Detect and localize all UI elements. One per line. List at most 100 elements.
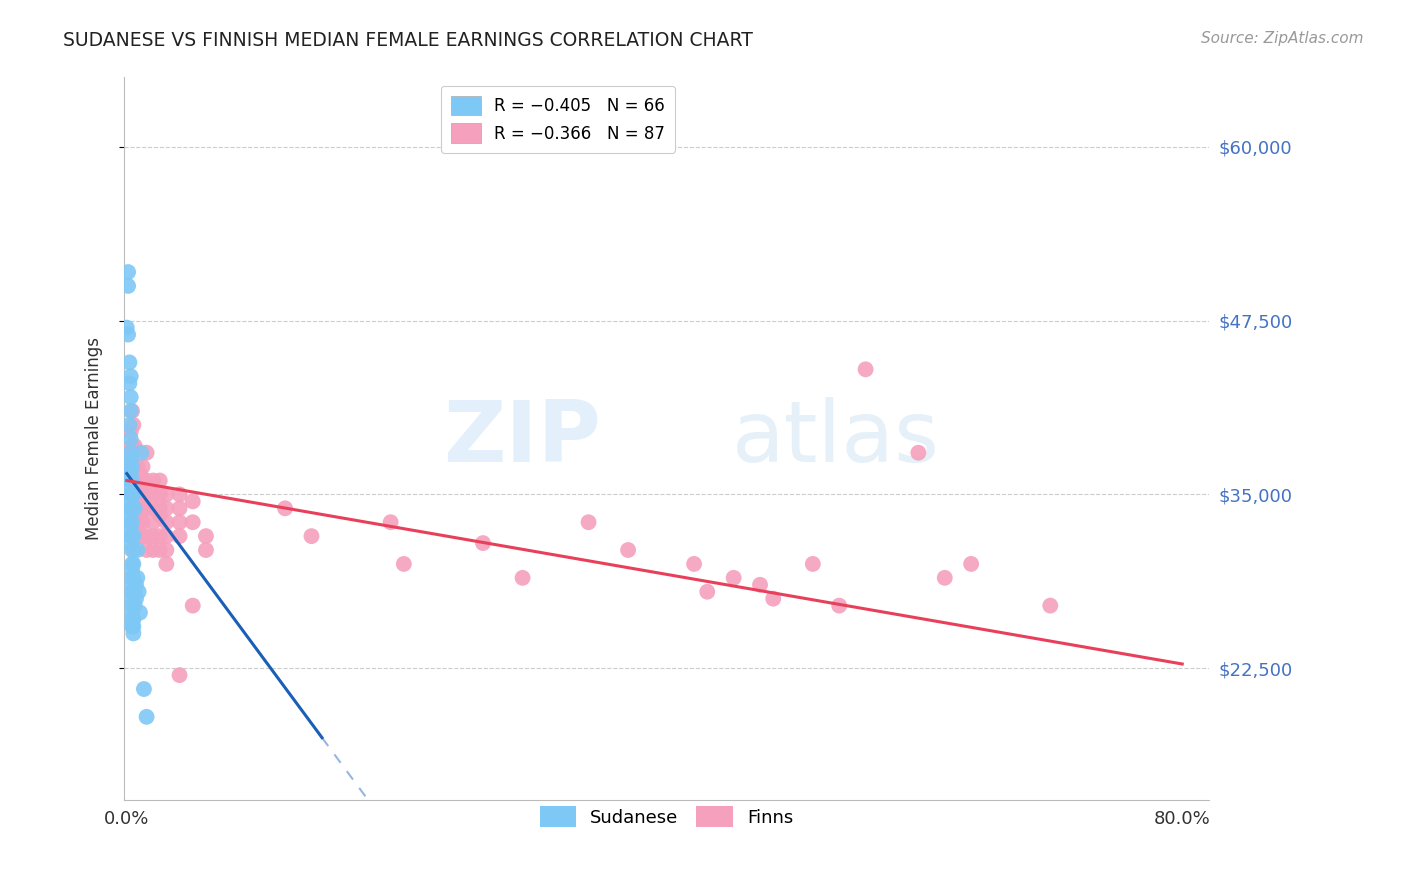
Point [120, 404, 142, 418]
Point [120, 494, 142, 508]
Point [127, 515, 149, 529]
Point [149, 501, 172, 516]
Point [578, 515, 600, 529]
Point [120, 452, 142, 467]
Point [142, 515, 165, 529]
Point [129, 494, 152, 508]
Point [121, 487, 143, 501]
Point [122, 619, 145, 633]
Point [117, 279, 139, 293]
Point [129, 467, 152, 481]
Point [120, 446, 142, 460]
Point [960, 557, 983, 571]
Point [762, 591, 785, 606]
Point [128, 474, 150, 488]
Point [135, 474, 157, 488]
Point [155, 487, 177, 501]
Point [122, 599, 145, 613]
Point [142, 543, 165, 558]
Point [121, 584, 143, 599]
Point [121, 529, 143, 543]
Point [129, 606, 152, 620]
Point [274, 501, 297, 516]
Point [121, 501, 143, 516]
Point [121, 599, 143, 613]
Point [129, 515, 152, 529]
Point [122, 474, 145, 488]
Point [128, 529, 150, 543]
Point [124, 501, 146, 516]
Point [194, 529, 217, 543]
Point [125, 501, 148, 516]
Point [155, 543, 177, 558]
Point [131, 515, 153, 529]
Point [194, 543, 217, 558]
Point [122, 529, 145, 543]
Point [120, 501, 142, 516]
Point [380, 515, 402, 529]
Point [124, 501, 146, 516]
Point [120, 390, 142, 404]
Point [124, 599, 146, 613]
Point [155, 501, 177, 516]
Point [855, 362, 877, 376]
Point [149, 474, 172, 488]
Text: Source: ZipAtlas.com: Source: ZipAtlas.com [1201, 31, 1364, 46]
Point [131, 487, 153, 501]
Point [121, 613, 143, 627]
Point [125, 459, 148, 474]
Point [121, 501, 143, 516]
Point [120, 459, 142, 474]
Point [118, 459, 141, 474]
Point [135, 501, 157, 516]
Point [907, 446, 929, 460]
Point [120, 508, 142, 523]
Point [121, 606, 143, 620]
Point [121, 487, 143, 501]
Point [124, 487, 146, 501]
Point [131, 501, 153, 516]
Point [828, 599, 851, 613]
Point [122, 446, 145, 460]
Point [121, 459, 143, 474]
Point [125, 529, 148, 543]
Y-axis label: Median Female Earnings: Median Female Earnings [86, 337, 103, 541]
Point [120, 432, 142, 446]
Point [121, 515, 143, 529]
Point [696, 584, 718, 599]
Point [124, 584, 146, 599]
Point [142, 529, 165, 543]
Point [617, 543, 640, 558]
Point [115, 320, 138, 334]
Point [120, 522, 142, 536]
Point [120, 467, 142, 481]
Point [120, 529, 142, 543]
Point [1039, 599, 1062, 613]
Point [121, 578, 143, 592]
Point [121, 515, 143, 529]
Point [120, 474, 142, 488]
Point [125, 474, 148, 488]
Point [132, 681, 155, 696]
Point [122, 613, 145, 627]
Text: ZIP: ZIP [443, 397, 602, 480]
Point [142, 487, 165, 501]
Point [122, 571, 145, 585]
Point [120, 536, 142, 550]
Point [181, 494, 204, 508]
Point [131, 459, 153, 474]
Point [934, 571, 956, 585]
Point [120, 515, 142, 529]
Point [392, 557, 415, 571]
Point [120, 369, 142, 384]
Point [120, 446, 142, 460]
Point [169, 529, 191, 543]
Point [127, 543, 149, 558]
Legend: Sudanese, Finns: Sudanese, Finns [533, 799, 800, 835]
Point [120, 487, 142, 501]
Point [128, 501, 150, 516]
Point [127, 487, 149, 501]
Point [117, 327, 139, 342]
Point [142, 501, 165, 516]
Point [125, 591, 148, 606]
